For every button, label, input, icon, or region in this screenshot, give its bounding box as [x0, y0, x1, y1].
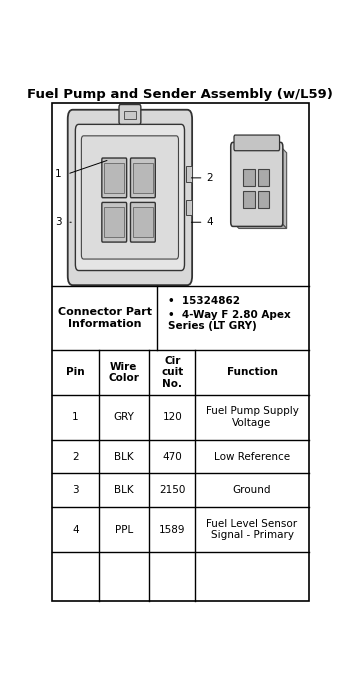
Text: Low Reference: Low Reference	[214, 452, 290, 462]
Text: 1: 1	[55, 169, 62, 179]
FancyBboxPatch shape	[131, 203, 155, 242]
Text: 4: 4	[206, 217, 213, 227]
FancyBboxPatch shape	[102, 158, 127, 198]
Polygon shape	[233, 222, 287, 228]
Text: PPL: PPL	[115, 525, 133, 535]
Text: GRY: GRY	[113, 412, 134, 422]
Bar	[133, 207, 153, 237]
FancyBboxPatch shape	[131, 158, 155, 198]
Bar	[104, 163, 124, 193]
Text: Pin: Pin	[66, 367, 85, 378]
Text: 2150: 2150	[159, 485, 186, 496]
Bar	[258, 191, 269, 208]
Text: Function: Function	[227, 367, 277, 378]
Bar	[104, 207, 124, 237]
Bar	[186, 200, 192, 216]
Text: •  15324862: • 15324862	[168, 296, 240, 306]
Polygon shape	[281, 146, 287, 228]
Text: 3: 3	[55, 217, 62, 227]
Bar	[243, 191, 254, 208]
FancyBboxPatch shape	[75, 124, 184, 271]
Text: •  4-Way F 2.80 Apex
Series (LT GRY): • 4-Way F 2.80 Apex Series (LT GRY)	[168, 310, 291, 332]
Text: 120: 120	[162, 412, 182, 422]
Text: 4: 4	[72, 525, 79, 535]
FancyBboxPatch shape	[102, 203, 127, 242]
Text: Fuel Pump Supply
Voltage: Fuel Pump Supply Voltage	[206, 406, 298, 428]
Text: Connector Part
Information: Connector Part Information	[58, 307, 152, 329]
Bar	[124, 111, 136, 119]
Text: BLK: BLK	[114, 485, 134, 496]
Text: Cir
cuit
No.: Cir cuit No.	[161, 356, 183, 389]
Text: 1: 1	[72, 412, 79, 422]
Text: Fuel Pump and Sender Assembly (w/L59): Fuel Pump and Sender Assembly (w/L59)	[27, 87, 333, 100]
Bar	[243, 170, 254, 186]
Text: 2: 2	[206, 173, 213, 183]
Bar	[186, 166, 192, 182]
Text: 2: 2	[72, 452, 79, 462]
FancyBboxPatch shape	[231, 142, 283, 226]
FancyBboxPatch shape	[119, 104, 141, 124]
FancyBboxPatch shape	[68, 110, 192, 285]
Bar	[133, 163, 153, 193]
Text: BLK: BLK	[114, 452, 134, 462]
FancyBboxPatch shape	[234, 135, 279, 151]
Text: Wire
Color: Wire Color	[108, 361, 139, 383]
Text: 1589: 1589	[159, 525, 186, 535]
Text: Ground: Ground	[233, 485, 271, 496]
Text: 470: 470	[162, 452, 182, 462]
Text: 3: 3	[72, 485, 79, 496]
FancyBboxPatch shape	[81, 136, 178, 259]
Bar	[258, 170, 269, 186]
Text: Fuel Level Sensor
Signal - Primary: Fuel Level Sensor Signal - Primary	[206, 519, 297, 540]
